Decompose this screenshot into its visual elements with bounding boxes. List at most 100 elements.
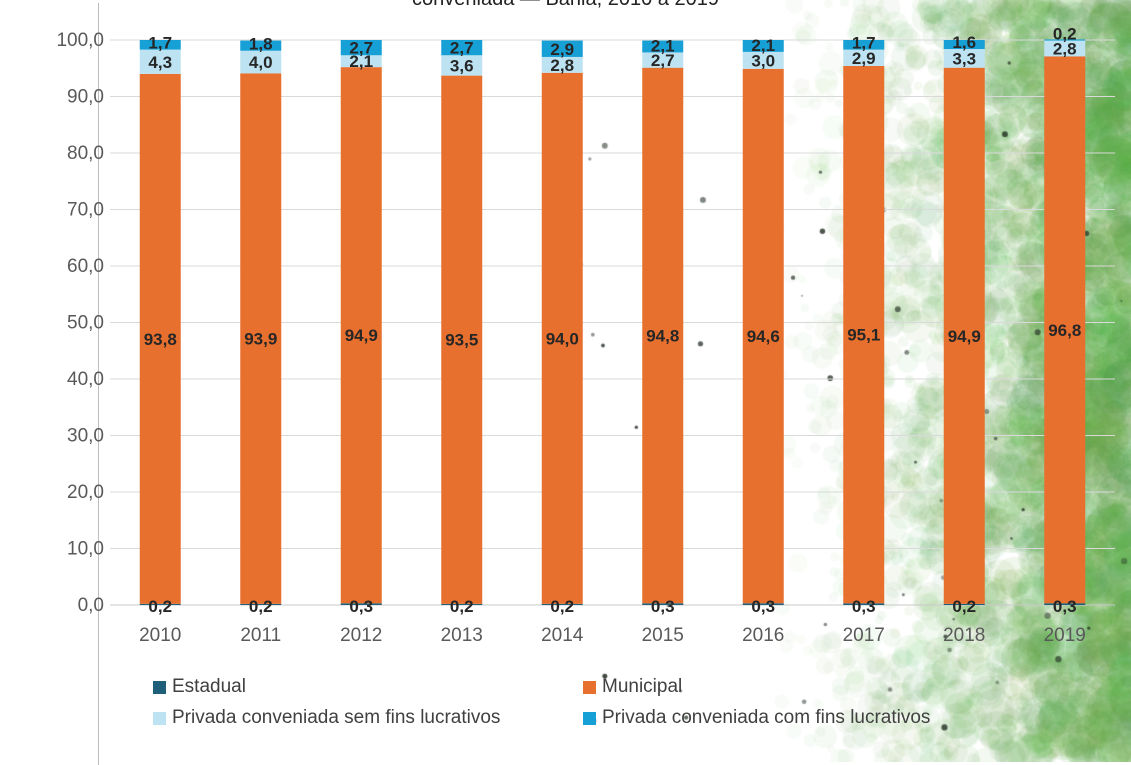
bar-segment	[843, 40, 885, 50]
data-label: 93,8	[144, 330, 177, 349]
data-label: 2,7	[651, 51, 675, 70]
data-label: 96,8	[1048, 321, 1081, 340]
x-tick-label: 2018	[943, 625, 985, 646]
legend-label-municipal: Municipal	[602, 676, 683, 697]
bar-segment	[240, 40, 282, 51]
x-tick-label: 2019	[1044, 625, 1086, 646]
data-label: 0,3	[852, 597, 876, 616]
y-tick-label: 20,0	[67, 482, 104, 503]
data-label: 0,3	[751, 597, 775, 616]
x-tick-label: 2013	[441, 625, 483, 646]
data-label: 94,9	[345, 326, 378, 345]
bar-segment	[642, 40, 684, 53]
data-label: 4,0	[249, 53, 273, 72]
legend-label-estadual: Estadual	[172, 676, 246, 697]
bar-segment	[1044, 39, 1086, 41]
data-label: 94,8	[646, 326, 679, 345]
bar-segment	[441, 75, 483, 604]
data-label: 2,7	[349, 39, 373, 58]
bar-segment	[642, 67, 684, 604]
data-label: 0,3	[1053, 597, 1077, 616]
data-label: 2,9	[550, 40, 574, 59]
bar-segment	[943, 67, 985, 604]
data-label: 2,9	[852, 49, 876, 68]
y-tick-label: 90,0	[67, 87, 104, 108]
bar-segment	[943, 603, 985, 605]
bar-segment	[240, 73, 282, 604]
chart-title: conveniada — Bahia, 2010 a 2019	[0, 0, 1131, 11]
data-label: 2,8	[1053, 39, 1077, 58]
legend-swatch-municipal	[583, 680, 596, 694]
data-label: 3,6	[450, 56, 474, 75]
legend-swatch-privada-sem-fins	[153, 711, 166, 725]
legend-item-privada-sem-fins: Privada conveniada sem fins lucrativos	[153, 707, 500, 729]
data-label: 93,9	[244, 330, 277, 349]
bar-segment	[943, 40, 985, 50]
data-label: 4,3	[148, 53, 172, 72]
bar-segment	[742, 68, 784, 604]
bar-segment	[139, 73, 181, 604]
bar-segment	[843, 603, 885, 605]
chart-legend: Estadual Municipal Privada conveniada se…	[153, 676, 1053, 746]
data-label: 0,3	[651, 597, 675, 616]
y-tick-label: 10,0	[67, 539, 104, 560]
x-tick-label: 2011	[240, 625, 281, 646]
bar-segment	[340, 55, 382, 68]
y-tick-label: 80,0	[67, 143, 104, 164]
data-label: 0,2	[952, 597, 976, 616]
legend-label-privada-sem-fins: Privada conveniada sem fins lucrativos	[172, 707, 501, 728]
data-label: 0,2	[550, 597, 574, 616]
bar-segment	[1044, 56, 1086, 604]
x-tick-label: 2015	[642, 625, 684, 646]
data-label: 2,1	[751, 36, 775, 55]
bar-segment	[139, 49, 181, 74]
bar-segment	[340, 40, 382, 56]
legend-swatch-privada-com-fins	[583, 711, 596, 725]
data-label: 1,7	[148, 34, 172, 53]
bar-segment	[943, 49, 985, 68]
y-tick-label: 60,0	[67, 256, 104, 277]
bar-segment	[843, 49, 885, 66]
data-label: 0,2	[1053, 25, 1077, 44]
x-tick-label: 2016	[742, 625, 784, 646]
bar-segment	[642, 52, 684, 68]
bar-segment	[1044, 40, 1086, 57]
bar-segment	[541, 56, 583, 73]
legend-item-privada-com-fins: Privada conveniada com fins lucrativos	[583, 707, 930, 729]
y-tick-label: 0,0	[78, 595, 104, 616]
data-label: 3,0	[751, 51, 775, 70]
bar-segment	[240, 603, 282, 605]
bar-segment	[340, 603, 382, 605]
y-tick-label: 100,0	[56, 30, 104, 51]
data-label: 1,6	[952, 33, 976, 52]
data-label: 2,7	[450, 39, 474, 58]
x-tick-label: 2010	[139, 625, 181, 646]
bar-segment	[742, 51, 784, 69]
bar-segment	[139, 40, 181, 50]
data-label: 1,7	[852, 34, 876, 53]
legend-item-municipal: Municipal	[583, 676, 682, 698]
bar-segment	[843, 65, 885, 604]
bar-segment	[340, 67, 382, 604]
bar-segment	[1044, 603, 1086, 605]
y-tick-label: 30,0	[67, 426, 104, 447]
bar-segment	[642, 603, 684, 605]
legend-swatch-estadual	[153, 680, 166, 694]
data-label: 1,8	[249, 35, 273, 54]
legend-label-privada-com-fins: Privada conveniada com fins lucrativos	[602, 707, 931, 728]
legend-item-estadual: Estadual	[153, 676, 246, 698]
bar-segment	[441, 40, 483, 56]
data-label: 0,2	[450, 597, 474, 616]
bar-segment	[139, 603, 181, 605]
bar-segment	[541, 603, 583, 605]
x-tick-label: 2012	[340, 625, 382, 646]
data-label: 94,9	[948, 327, 981, 346]
bar-segment	[441, 55, 483, 76]
y-tick-label: 70,0	[67, 200, 104, 221]
bar-segment	[441, 603, 483, 605]
data-label: 94,0	[546, 329, 579, 348]
bar-segment	[541, 40, 583, 57]
x-tick-label: 2017	[843, 625, 885, 646]
data-label: 2,1	[651, 36, 675, 55]
